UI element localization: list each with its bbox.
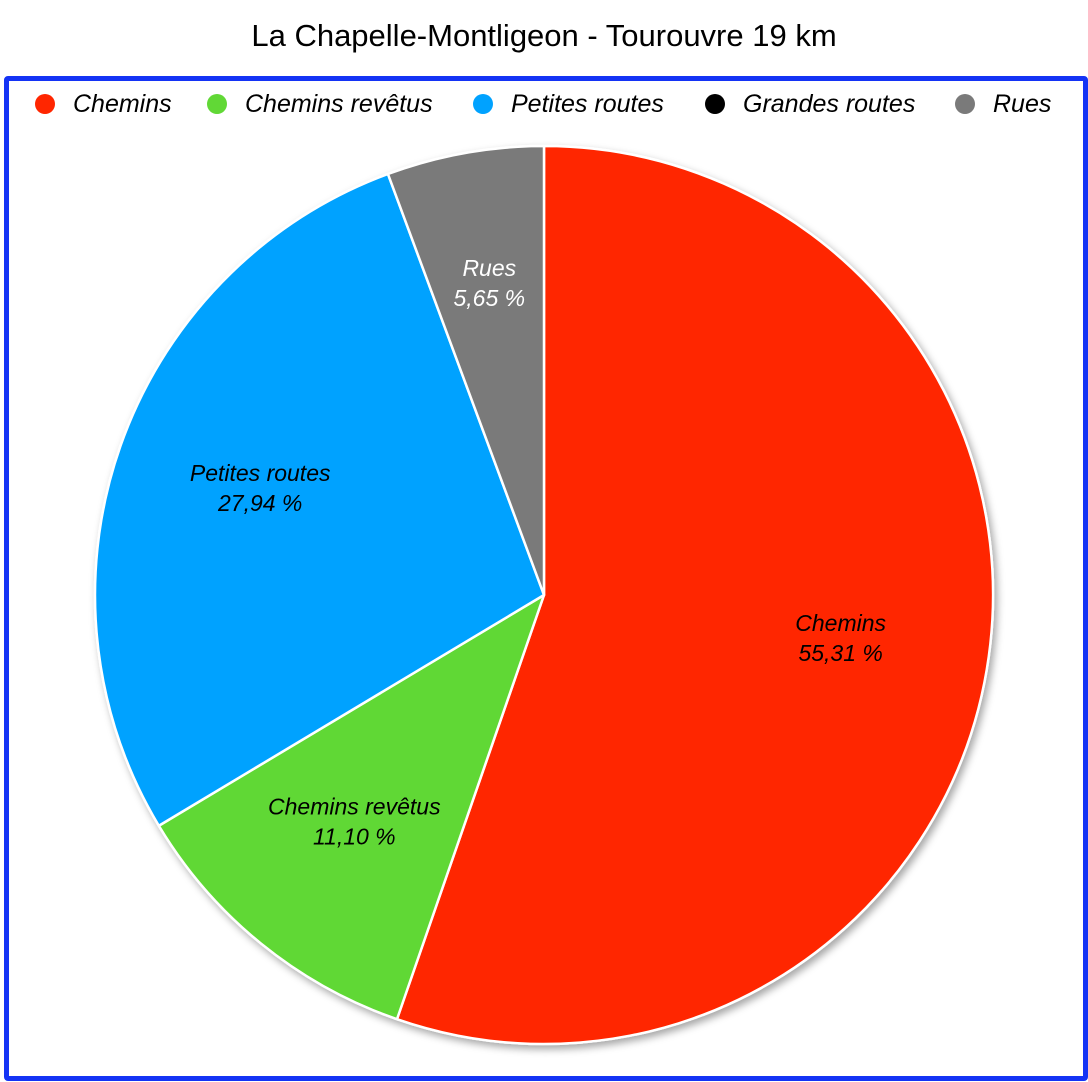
legend-label-petites-routes: Petites routes	[511, 89, 664, 118]
slice-name-label-petites-routes: Petites routes	[190, 460, 331, 486]
legend-item-chemins: Chemins	[35, 89, 172, 119]
chart-title: La Chapelle-Montligeon - Tourouvre 19 km	[251, 18, 837, 53]
legend-item-grandes-routes: Grandes routes	[705, 89, 915, 119]
legend-dot-chemins-revetus	[207, 94, 227, 114]
legend-item-petites-routes: Petites routes	[473, 89, 664, 119]
legend-item-chemins-revetus: Chemins revêtus	[207, 89, 433, 119]
slice-name-label-rues: Rues	[462, 255, 516, 281]
slice-value-label-rues: 5,65 %	[453, 285, 525, 311]
legend-label-chemins-revetus: Chemins revêtus	[245, 89, 433, 118]
legend-label-grandes-routes: Grandes routes	[743, 89, 916, 118]
pie-slice-chemins-revetus	[157, 593, 546, 1021]
slice-name-label-chemins: Chemins	[795, 610, 886, 636]
legend-dot-grandes-routes	[705, 94, 725, 114]
slice-value-label-chemins-revetus: 11,10 %	[313, 823, 396, 849]
legend-dot-chemins	[35, 94, 55, 114]
pie-slice-chemins	[395, 144, 995, 1046]
legend-label-rues: Rues	[993, 89, 1052, 118]
legend: Chemins Chemins revêtus Petites routes G…	[9, 81, 1083, 129]
pie-slice-petites-routes	[93, 172, 546, 827]
slice-value-label-petites-routes: 27,94 %	[217, 490, 302, 516]
slice-name-label-chemins-revetus: Chemins revêtus	[268, 793, 441, 819]
legend-dot-rues	[955, 94, 975, 114]
legend-item-rues: Rues	[955, 89, 1051, 119]
legend-label-chemins: Chemins	[73, 89, 172, 118]
legend-dot-petites-routes	[473, 94, 493, 114]
slice-value-label-chemins: 55,31 %	[798, 640, 882, 666]
pie-slice-rues	[386, 144, 546, 597]
